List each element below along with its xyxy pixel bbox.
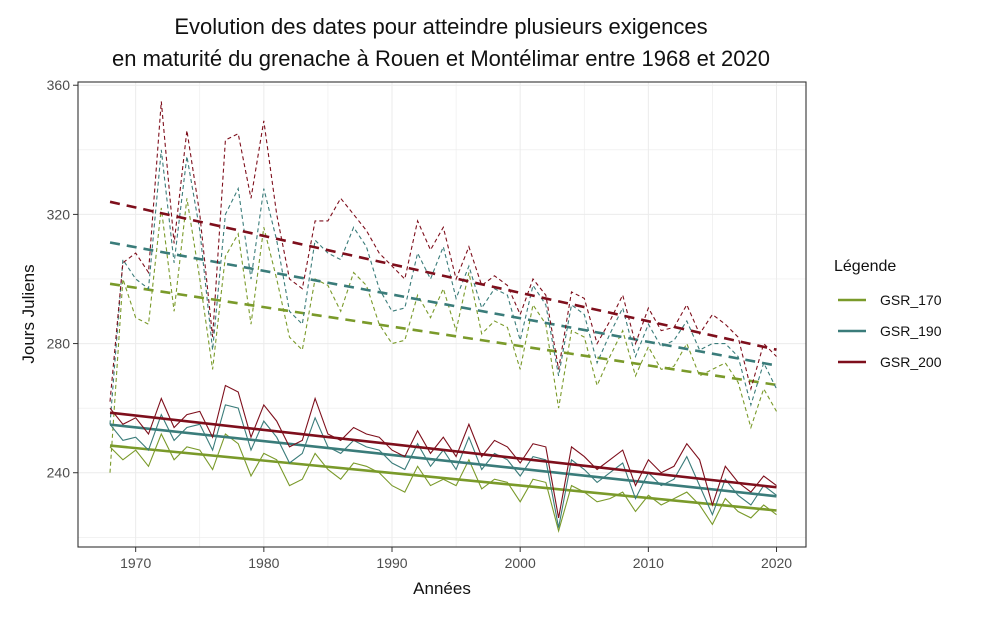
x-tick-label: 1980 <box>248 555 279 571</box>
axes: 1970 1980 1990 2000 2010 2020 240 280 320 360 <box>47 77 793 571</box>
trend-line-gsr-170-solid <box>109 444 777 512</box>
x-tick-label: 2010 <box>633 555 664 571</box>
y-axis-title: Jours Juliens <box>19 264 38 363</box>
legend-label-gsr-190: GSR_190 <box>880 323 942 339</box>
x-tick-label: 2020 <box>761 555 792 571</box>
x-tick-label: 1970 <box>120 555 151 571</box>
series-layer <box>109 101 777 533</box>
x-tick-label: 2000 <box>505 555 536 571</box>
trend-line-gsr-190-dashed <box>109 241 777 367</box>
y-tick-label: 240 <box>47 465 71 481</box>
legend-title: Légende <box>834 258 896 275</box>
y-tick-label: 360 <box>47 77 71 93</box>
trend-line-gsr-200-dashed <box>109 200 777 351</box>
trend-line-gsr-170-dashed <box>109 282 777 387</box>
legend-label-gsr-200: GSR_200 <box>880 354 942 370</box>
legend: Légende GSR_170 GSR_190 GSR_200 <box>834 258 942 370</box>
series-line-gsr-200-solid <box>109 384 777 518</box>
x-tick-label: 1990 <box>376 555 407 571</box>
x-axis-title: Années <box>413 579 471 598</box>
grid <box>78 82 806 547</box>
trend-line-gsr-190-solid <box>109 423 777 498</box>
y-tick-label: 320 <box>47 206 71 222</box>
series-line-gsr-170-dashed <box>109 198 777 473</box>
chart-title: Evolution des dates pour atteindre plusi… <box>174 14 707 39</box>
legend-label-gsr-170: GSR_170 <box>880 292 942 308</box>
series-line-gsr-200-dashed <box>109 101 777 402</box>
plot-border <box>77 81 807 548</box>
y-tick-label: 280 <box>47 336 71 352</box>
trend-line-gsr-200-solid <box>109 411 777 489</box>
chart-subtitle: en maturité du grenache à Rouen et Monté… <box>112 46 770 71</box>
plot-background <box>78 82 806 547</box>
